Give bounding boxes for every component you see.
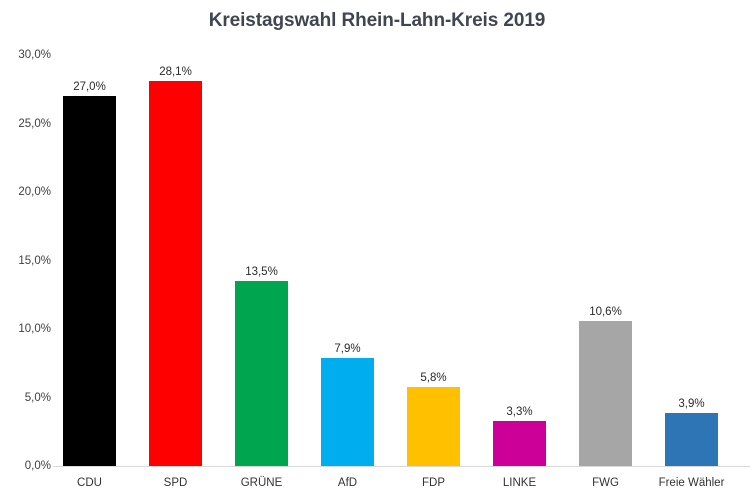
x-axis-label-fdp: FDP	[422, 477, 445, 489]
x-axis-label-afd: AfD	[337, 477, 358, 489]
x-axis-label-spd: SPD	[163, 477, 188, 489]
bar-freie-wähler[interactable]	[665, 412, 718, 466]
bar-group[interactable]: 3,3%	[493, 406, 546, 466]
bar-value-label: 28,1%	[159, 66, 192, 79]
x-axis-label-cdu: CDU	[77, 477, 102, 489]
bar-group[interactable]: 27,0%	[63, 81, 116, 466]
bar-value-label: 10,6%	[589, 305, 622, 318]
bar-group[interactable]: 7,9%	[321, 343, 374, 466]
bar-fdp[interactable]	[407, 386, 460, 466]
bar-cdu[interactable]	[63, 96, 116, 466]
bar-value-label: 7,9%	[334, 342, 361, 355]
y-axis: 0,0% 5,0% 10,0% 15,0% 20,0% 25,0% 30,0%	[0, 0, 51, 502]
bar-fwg[interactable]	[579, 320, 632, 466]
y-axis-tick-label: 5,0%	[24, 391, 51, 404]
x-axis-label-freie-wähler: Freie Wähler	[658, 477, 725, 489]
bar-value-label: 3,3%	[506, 405, 533, 418]
y-axis-tick-label: 30,0%	[18, 49, 51, 61]
y-axis-tick-label: 0,0%	[24, 460, 51, 472]
bar-value-label: 5,8%	[420, 371, 447, 384]
bar-linke[interactable]	[493, 420, 546, 466]
bar-group[interactable]: 10,6%	[579, 306, 632, 466]
y-axis-tick-label: 25,0%	[18, 117, 51, 130]
y-axis-tick-label: 15,0%	[18, 254, 51, 267]
bar-group[interactable]: 5,8%	[407, 372, 460, 466]
bar-grüne[interactable]	[235, 281, 288, 466]
bar-value-label: 13,5%	[245, 266, 278, 279]
bar-group[interactable]: 28,1%	[149, 66, 202, 466]
y-axis-tick-label: 20,0%	[18, 186, 51, 198]
y-axis-tick-label: 10,0%	[18, 323, 51, 335]
x-axis-label-fwg: FWG	[592, 477, 619, 489]
bar-group[interactable]: 3,9%	[665, 398, 718, 466]
x-axis-baseline	[53, 466, 750, 467]
bar-spd[interactable]	[149, 81, 202, 466]
x-axis-label-linke: LINKE	[502, 477, 537, 489]
x-axis-label-grüne: GRÜNE	[240, 477, 283, 489]
bar-afd[interactable]	[321, 357, 374, 466]
bar-value-label: 27,0%	[73, 81, 106, 94]
bar-value-label: 3,9%	[678, 397, 705, 410]
chart-title: Kreistagswahl Rhein-Lahn-Kreis 2019	[208, 10, 546, 31]
bar-group[interactable]: 13,5%	[235, 266, 288, 466]
